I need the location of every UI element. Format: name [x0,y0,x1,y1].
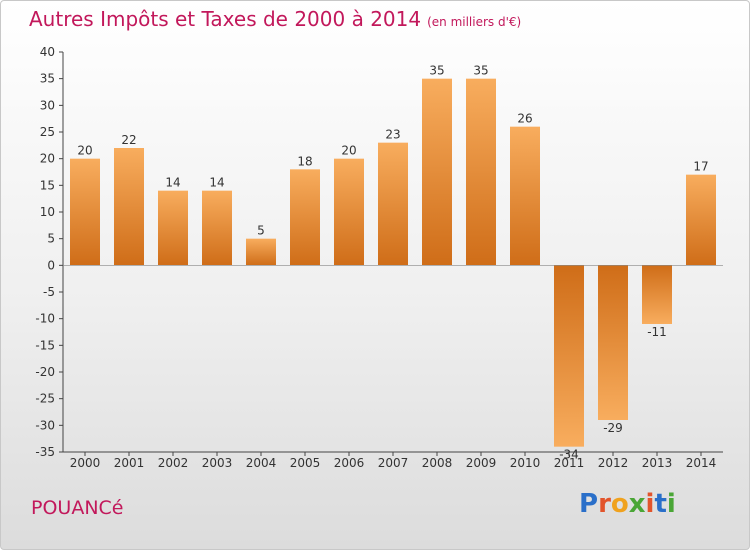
data-label: 35 [429,64,444,78]
bar [466,78,496,266]
x-tick-label: 2008 [422,456,453,470]
y-tick-label: 35 [40,72,55,86]
y-tick-label: 15 [40,178,55,192]
place-name: POUANCé [31,497,124,519]
x-tick-label: 2001 [114,456,145,470]
data-label: 20 [341,144,356,158]
y-tick-label: -35 [35,445,55,459]
y-tick-label: 25 [40,125,55,139]
x-tick-label: 2011 [554,456,585,470]
x-tick-label: 2012 [598,456,629,470]
proxiti-logo: Proxiti [579,489,676,519]
x-tick-label: 2013 [642,456,673,470]
bar [554,265,584,447]
data-label: 20 [77,144,92,158]
y-tick-label: 0 [47,258,55,272]
x-tick-label: 2000 [70,456,101,470]
bar [510,126,540,266]
data-label: 14 [209,176,224,190]
x-tick-label: 2009 [466,456,497,470]
y-tick-label: 10 [40,205,55,219]
x-tick-label: 2002 [158,456,189,470]
y-tick-label: 5 [47,232,55,246]
y-tick-label: -30 [35,418,55,432]
bar [422,78,452,266]
x-tick-label: 2003 [202,456,233,470]
y-tick-label: -25 [35,392,55,406]
x-tick-label: 2004 [246,456,277,470]
x-tick-label: 2014 [686,456,717,470]
x-tick-label: 2007 [378,456,409,470]
bar [70,158,100,266]
logo-letter: o [610,489,629,519]
y-tick-label: -10 [35,312,55,326]
y-tick-label: 40 [40,45,55,59]
x-tick-label: 2010 [510,456,541,470]
y-tick-label: -20 [35,365,55,379]
data-label: 26 [517,112,532,126]
logo-letter: P [579,489,599,519]
bar [246,238,276,266]
bar [598,265,628,420]
logo-letter: i [645,489,655,519]
y-tick-label: -5 [43,285,55,299]
bar [378,142,408,266]
y-tick-label: -15 [35,338,55,352]
x-tick-label: 2005 [290,456,321,470]
chart-title-text: Autres Impôts et Taxes de 2000 à 2014 [29,7,422,31]
data-label: 22 [121,133,136,147]
data-label: 17 [693,160,708,174]
data-label: 14 [165,176,180,190]
data-label: -11 [647,325,667,339]
logo-letter: r [598,489,611,519]
chart-title: Autres Impôts et Taxes de 2000 à 2014 (en… [29,7,521,31]
bar [642,265,672,324]
data-label: 35 [473,64,488,78]
bar [290,169,320,266]
y-tick-label: 30 [40,98,55,112]
chart-subtitle: (en milliers d'€) [427,15,522,29]
data-label: 23 [385,128,400,142]
bar [202,190,232,266]
x-tick-label: 2006 [334,456,365,470]
bar [334,158,364,266]
y-tick-label: 20 [40,152,55,166]
bar [114,148,144,266]
data-label: 18 [297,154,312,168]
logo-letter: t [654,489,667,519]
data-label: 5 [257,224,265,238]
logo-letter: x [628,489,646,519]
bar [158,190,188,266]
bar [686,174,716,266]
logo-letter: i [666,489,676,519]
data-label: -29 [603,421,623,435]
